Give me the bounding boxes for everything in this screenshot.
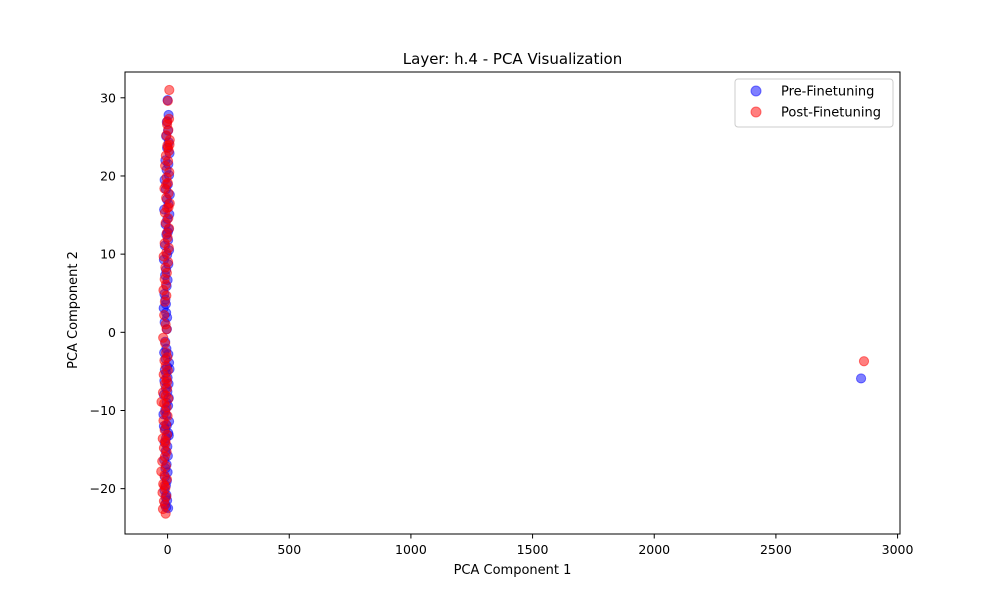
- legend-marker-pre-finetuning: [750, 85, 762, 97]
- legend-label-post-finetuning: Post-Finetuning: [781, 106, 881, 121]
- legend: Pre-Finetuning Post-Finetuning: [734, 78, 894, 128]
- point-post-finetuning: [159, 480, 170, 491]
- point-post-finetuning: [161, 179, 172, 190]
- y-tick-label: 10: [100, 247, 116, 262]
- point-post-finetuning: [162, 116, 173, 127]
- point-post-finetuning: [160, 338, 171, 349]
- point-post-finetuning: [160, 435, 171, 447]
- point-post-finetuning: [858, 356, 870, 367]
- x-tick-label: 1500: [517, 542, 549, 557]
- point-post-finetuning: [162, 376, 173, 387]
- point-post-finetuning: [162, 95, 173, 107]
- x-tick-label: 2000: [638, 542, 670, 557]
- y-tick-label: 0: [108, 325, 116, 340]
- y-axis: −20 −10 0 10 20 30: [90, 90, 125, 496]
- point-post-finetuning: [163, 202, 174, 213]
- x-tick-label: 2500: [760, 542, 792, 557]
- point-post-finetuning: [159, 296, 171, 307]
- point-post-finetuning: [164, 84, 175, 96]
- point-post-finetuning: [164, 139, 175, 150]
- point-post-finetuning: [159, 310, 170, 321]
- y-tick-label: −20: [90, 481, 116, 496]
- plot-frame: [124, 71, 901, 535]
- legend-label-pre-finetuning: Pre-Finetuning: [781, 85, 874, 100]
- y-axis-label: PCA Component 2: [66, 251, 81, 369]
- x-axis-label: PCA Component 1: [454, 563, 572, 578]
- legend-box: [734, 78, 894, 128]
- x-tick-label: 0: [164, 542, 172, 557]
- x-tick-label: 500: [277, 542, 301, 557]
- y-tick-label: 20: [100, 168, 116, 183]
- point-pre-finetuning: [855, 373, 867, 384]
- x-tick-label: 1000: [395, 542, 427, 557]
- points-layer: [156, 84, 870, 519]
- x-axis: 0 500 1000 1500 2000 2500 3000: [164, 534, 914, 557]
- y-tick-label: −10: [90, 403, 116, 418]
- point-post-finetuning: [160, 508, 171, 519]
- chart-title: Layer: h.4 - PCA Visualization: [403, 50, 622, 68]
- y-tick-label: 30: [100, 90, 116, 105]
- point-post-finetuning: [161, 324, 172, 335]
- legend-marker-post-finetuning: [750, 106, 762, 118]
- x-tick-label: 3000: [882, 542, 914, 557]
